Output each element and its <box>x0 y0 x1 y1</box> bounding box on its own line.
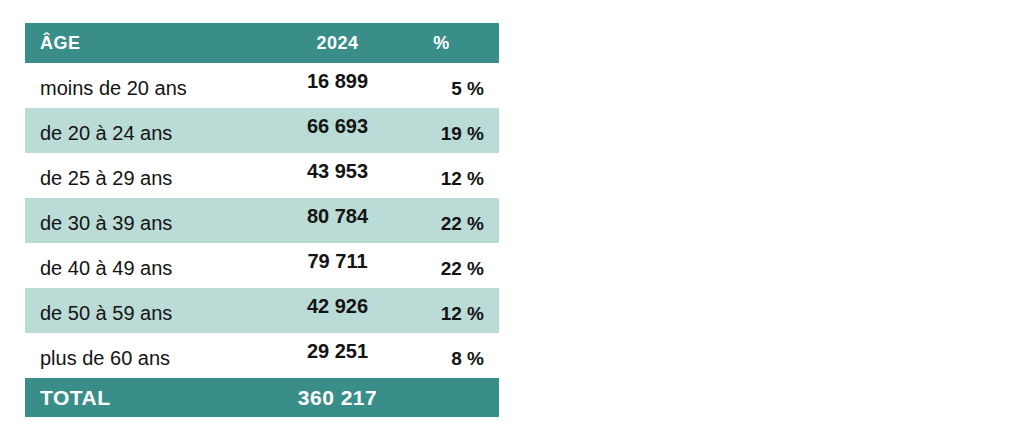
age-range-label: de 25 à 29 ans <box>40 167 172 190</box>
count-cell: 42 926 <box>285 288 390 333</box>
age-range-label: de 50 à 59 ans <box>40 302 172 325</box>
age-range-cell: moins de 20 ans <box>25 63 285 108</box>
count-value: 16 899 <box>307 70 368 93</box>
count-value: 42 926 <box>307 295 368 318</box>
count-value: 80 784 <box>307 205 368 228</box>
table-row: de 30 à 39 ans 80 784 22 % <box>25 198 499 243</box>
table-row: plus de 60 ans 29 251 8 % <box>25 333 499 378</box>
percent-value: 19 % <box>441 123 484 145</box>
count-cell: 16 899 <box>285 63 390 108</box>
age-range-label: de 40 à 49 ans <box>40 257 172 280</box>
percent-value: 22 % <box>441 258 484 280</box>
count-value: 79 711 <box>307 250 367 273</box>
percent-value: 8 % <box>451 348 484 370</box>
percent-cell: 22 % <box>390 198 499 243</box>
percent-value: 22 % <box>441 213 484 235</box>
count-cell: 79 711 <box>285 243 390 288</box>
percent-value: 5 % <box>451 78 484 100</box>
age-range-label: de 30 à 39 ans <box>40 212 172 235</box>
age-range-label: de 20 à 24 ans <box>40 122 172 145</box>
age-distribution-table: ÂGE 2024 % moins de 20 ans 16 899 5 % de… <box>25 23 499 417</box>
table-row: de 40 à 49 ans 79 711 22 % <box>25 243 499 288</box>
table-row: de 50 à 59 ans 42 926 12 % <box>25 288 499 333</box>
age-range-cell: de 40 à 49 ans <box>25 243 285 288</box>
table-body: moins de 20 ans 16 899 5 % de 20 à 24 an… <box>25 63 499 378</box>
total-percent <box>390 378 499 417</box>
count-value: 29 251 <box>307 340 368 363</box>
count-value: 43 953 <box>307 160 368 183</box>
table-row: moins de 20 ans 16 899 5 % <box>25 63 499 108</box>
age-range-label: moins de 20 ans <box>40 77 187 100</box>
count-cell: 80 784 <box>285 198 390 243</box>
percent-cell: 19 % <box>390 108 499 153</box>
header-percent-column: % <box>390 23 499 63</box>
percent-cell: 8 % <box>390 333 499 378</box>
percent-cell: 22 % <box>390 243 499 288</box>
header-age-column: ÂGE <box>25 23 285 63</box>
count-cell: 29 251 <box>285 333 390 378</box>
percent-value: 12 % <box>441 303 484 325</box>
count-value: 66 693 <box>307 115 368 138</box>
age-range-cell: de 50 à 59 ans <box>25 288 285 333</box>
percent-cell: 5 % <box>390 63 499 108</box>
header-year-column: 2024 <box>285 23 390 63</box>
total-value: 360 217 <box>285 378 390 417</box>
age-range-cell: de 25 à 29 ans <box>25 153 285 198</box>
age-range-cell: de 30 à 39 ans <box>25 198 285 243</box>
table-row: de 20 à 24 ans 66 693 19 % <box>25 108 499 153</box>
percent-cell: 12 % <box>390 153 499 198</box>
table-total-row: TOTAL 360 217 <box>25 378 499 417</box>
percent-cell: 12 % <box>390 288 499 333</box>
table-row: de 25 à 29 ans 43 953 12 % <box>25 153 499 198</box>
age-range-cell: de 20 à 24 ans <box>25 108 285 153</box>
count-cell: 66 693 <box>285 108 390 153</box>
age-range-cell: plus de 60 ans <box>25 333 285 378</box>
age-range-label: plus de 60 ans <box>40 347 170 370</box>
count-cell: 43 953 <box>285 153 390 198</box>
total-label: TOTAL <box>25 378 285 417</box>
table-header-row: ÂGE 2024 % <box>25 23 499 63</box>
percent-value: 12 % <box>441 168 484 190</box>
